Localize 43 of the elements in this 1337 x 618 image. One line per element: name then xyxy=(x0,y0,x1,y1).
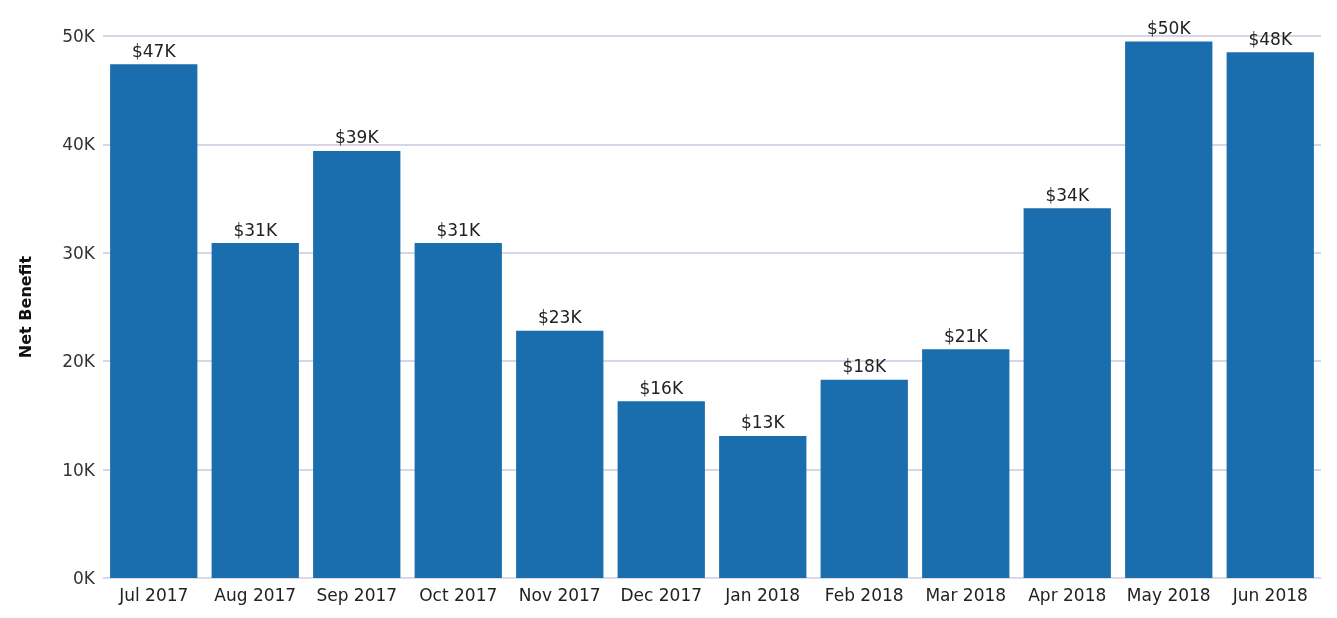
y-tick-label: 30K xyxy=(62,242,96,263)
bar xyxy=(516,330,604,578)
x-tick-label: Jun 2018 xyxy=(1231,584,1308,605)
data-label: $39K xyxy=(334,127,380,148)
data-label: $31K xyxy=(436,219,481,240)
x-tick-label: Sep 2017 xyxy=(316,584,398,605)
bar xyxy=(414,243,502,578)
data-label: $50K xyxy=(1146,17,1192,38)
data-label: $13K xyxy=(740,412,786,433)
y-tick-label: 40K xyxy=(62,134,96,155)
x-tick-label: Aug 2017 xyxy=(214,584,297,605)
data-label: $47K xyxy=(131,40,177,61)
x-tick-label: Jul 2017 xyxy=(118,584,189,605)
data-label: $16K xyxy=(639,377,684,398)
bar xyxy=(820,379,908,578)
bar xyxy=(1125,41,1213,578)
y-tick-label: 0K xyxy=(73,568,96,588)
bar xyxy=(1023,208,1111,578)
data-label: $34K xyxy=(1045,184,1090,205)
x-tick-label: Feb 2018 xyxy=(824,584,904,605)
y-tick-label: 10K xyxy=(62,459,96,480)
bar xyxy=(922,349,1010,578)
y-axis-title: Net Benefit xyxy=(15,255,35,359)
data-label: $48K xyxy=(1248,28,1293,49)
data-label: $21K xyxy=(943,325,989,346)
x-tick-label: Nov 2017 xyxy=(518,584,601,605)
data-label: $31K xyxy=(233,219,278,240)
x-tick-label: Jan 2018 xyxy=(724,584,801,605)
x-tick-label: Mar 2018 xyxy=(925,584,1007,605)
x-tick-label: Dec 2017 xyxy=(620,584,703,605)
y-tick-label: 50K xyxy=(62,26,96,46)
y-tick-label: 20K xyxy=(62,351,96,372)
bar xyxy=(617,401,705,578)
x-tick-label: May 2018 xyxy=(1126,584,1211,605)
bar xyxy=(211,243,299,578)
x-tick-label: Oct 2017 xyxy=(419,584,498,605)
bar xyxy=(110,64,198,578)
x-tick-label: Apr 2018 xyxy=(1028,584,1107,605)
bar xyxy=(719,436,807,578)
data-label: $23K xyxy=(537,307,583,328)
data-label: $18K xyxy=(842,356,887,377)
bar xyxy=(1226,52,1314,578)
bar xyxy=(313,150,401,578)
